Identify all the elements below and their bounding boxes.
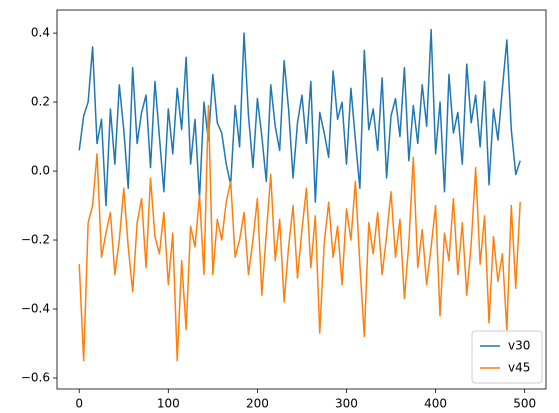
y-tick-label: −0.6 — [21, 370, 50, 384]
x-tick-label: 400 — [424, 397, 447, 411]
y-tick-label: 0.2 — [31, 95, 50, 109]
x-tick-label: 200 — [246, 397, 269, 411]
x-tick-label: 300 — [335, 397, 358, 411]
x-tick-label: 100 — [157, 397, 180, 411]
legend-label: v30 — [508, 339, 530, 353]
y-tick-label: −0.4 — [21, 301, 50, 315]
x-tick-label: 0 — [75, 397, 83, 411]
y-tick-label: 0.0 — [31, 164, 50, 178]
y-tick-label: −0.2 — [21, 233, 50, 247]
legend-box — [471, 330, 543, 384]
x-tick-label: 500 — [513, 397, 536, 411]
legend-label: v45 — [508, 361, 530, 375]
plot-frame — [56, 9, 547, 390]
line — [78, 28, 521, 207]
line — [78, 104, 521, 362]
y-tick-label: 0.4 — [31, 26, 50, 40]
legend: v30 v45 — [471, 330, 543, 384]
